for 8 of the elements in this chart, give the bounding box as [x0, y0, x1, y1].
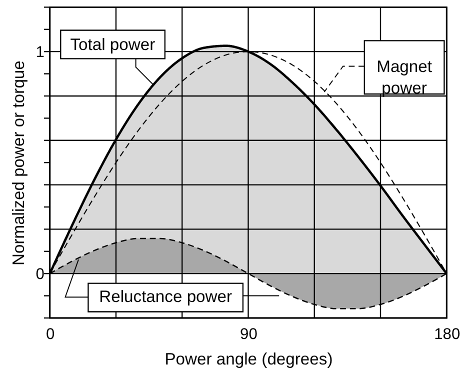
legend-label: Magnet power: [376, 57, 432, 98]
y-axis-title: Normalized power or torque: [9, 60, 28, 266]
y-tick-label: 1: [36, 44, 44, 61]
x-axis-title: Power angle (degrees): [164, 349, 333, 368]
series-label: Reluctance power: [99, 286, 233, 306]
series-label: Total power: [70, 34, 156, 54]
x-tick-label: 90: [240, 326, 258, 343]
x-tick-label: 180: [434, 326, 460, 343]
